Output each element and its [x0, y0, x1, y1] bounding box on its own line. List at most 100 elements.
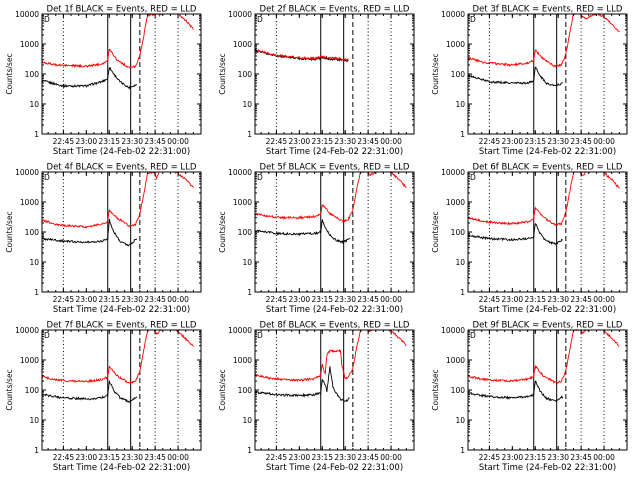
panel-mark: D: [470, 331, 476, 340]
x-tick-label: 23:15: [311, 453, 333, 462]
y-tick-label: 1000: [233, 198, 252, 207]
x-tick-label: 23:15: [98, 137, 120, 146]
x-tick-label: 23:00: [76, 295, 98, 304]
panel-title: Det 4f BLACK = Events, RED = LLD: [47, 163, 197, 173]
x-tick-label: 23:45: [570, 453, 592, 462]
panel-det-1: Det 1f BLACK = Events, RED = LLD 1 10 100 10…: [5, 5, 202, 157]
series-lld: [255, 48, 349, 62]
x-tick-label: 23:45: [570, 137, 592, 146]
x-axis-label: Start Time (24-Feb-02 22:31:00): [53, 463, 190, 473]
x-tick-label: 00:00: [167, 137, 189, 146]
panel-det-3: Det 3f BLACK = Events, RED = LLD 1 10 100 10…: [431, 5, 628, 157]
y-axis-label: Counts/sec: [218, 369, 227, 410]
panel-mark: D: [257, 331, 263, 340]
y-tick-label: 1000: [446, 356, 465, 365]
series-lld: [468, 330, 620, 384]
series-events: [468, 222, 563, 246]
y-tick-label: 10000: [228, 326, 252, 335]
y-axis-label: Counts/sec: [5, 53, 14, 94]
y-tick-label: 10000: [15, 10, 39, 19]
y-tick-label: 10: [29, 416, 39, 425]
plot-frame: [467, 171, 628, 293]
x-tick-label: 22:45: [266, 295, 288, 304]
y-axis-label: Counts/sec: [218, 53, 227, 94]
x-tick-label: 23:30: [121, 137, 143, 146]
series-lld: [468, 172, 620, 227]
y-tick-label: 1000: [446, 198, 465, 207]
x-tick-label: 23:00: [502, 295, 524, 304]
x-tick-label: 23:45: [144, 295, 166, 304]
x-tick-label: 00:00: [380, 137, 402, 146]
y-tick-label: 100: [238, 228, 253, 237]
series-events: [42, 218, 138, 247]
x-tick-label: 23:15: [524, 137, 546, 146]
panel-title: Det 3f BLACK = Events, RED = LLD: [473, 5, 623, 15]
y-tick-label: 10000: [15, 326, 39, 335]
panel-title: Det 6f BLACK = Events, RED = LLD: [473, 163, 623, 173]
series-lld: [42, 14, 194, 69]
y-tick-label: 1000: [20, 40, 39, 49]
y-tick-label: 10: [29, 100, 39, 109]
x-tick-label: 00:00: [167, 453, 189, 462]
panel-title: Det 8f BLACK = Events, RED = LLD: [260, 321, 410, 331]
y-tick-label: 1: [460, 446, 465, 455]
panel-det-9: Det 9f BLACK = Events, RED = LLD 1 10 100 10…: [431, 321, 628, 473]
series-lld: [255, 172, 407, 223]
y-tick-label: 10000: [441, 168, 465, 177]
x-tick-label: 22:45: [266, 137, 288, 146]
panel-title: Det 9f BLACK = Events, RED = LLD: [473, 321, 623, 331]
x-tick-label: 23:45: [357, 453, 379, 462]
y-tick-label: 10: [242, 100, 252, 109]
x-tick-label: 23:30: [547, 453, 569, 462]
x-tick-label: 22:45: [53, 137, 75, 146]
plot-frame: [254, 13, 415, 135]
panel-det-5: Det 5f BLACK = Events, RED = LLD 1 10 100 10…: [218, 163, 415, 315]
panel-det-2: Det 2f BLACK = Events, RED = LLD 1 10 100 10…: [218, 5, 415, 157]
y-tick-label: 10000: [228, 10, 252, 19]
x-tick-label: 22:45: [479, 453, 501, 462]
x-tick-label: 00:00: [593, 453, 615, 462]
panel-det-8: Det 8f BLACK = Events, RED = LLD 1 10 100 10…: [218, 321, 415, 473]
y-tick-label: 100: [451, 70, 466, 79]
series-events: [255, 366, 350, 403]
series-lld: [468, 14, 620, 68]
x-tick-label: 00:00: [380, 295, 402, 304]
y-axis-label: Counts/sec: [5, 369, 14, 410]
y-tick-label: 100: [25, 70, 40, 79]
y-tick-label: 1: [247, 288, 252, 297]
panel-mark: D: [44, 331, 50, 340]
x-tick-label: 23:45: [144, 137, 166, 146]
x-tick-label: 00:00: [593, 137, 615, 146]
x-tick-label: 23:30: [547, 295, 569, 304]
x-tick-label: 23:15: [524, 295, 546, 304]
x-tick-label: 23:00: [76, 137, 98, 146]
y-tick-label: 1: [247, 446, 252, 455]
x-tick-label: 23:15: [311, 137, 333, 146]
y-tick-label: 1000: [446, 40, 465, 49]
series-events: [255, 48, 349, 63]
y-tick-label: 10: [455, 258, 465, 267]
panel-det-4: Det 4f BLACK = Events, RED = LLD 1 10 100 10…: [5, 163, 202, 315]
series-lld: [42, 330, 194, 385]
x-tick-label: 23:00: [289, 453, 311, 462]
series-events: [42, 380, 138, 403]
y-tick-label: 100: [25, 386, 40, 395]
x-tick-label: 00:00: [167, 295, 189, 304]
x-tick-label: 23:00: [289, 137, 311, 146]
panel-mark: D: [470, 15, 476, 24]
y-tick-label: 10000: [15, 168, 39, 177]
y-axis-label: Counts/sec: [5, 211, 14, 252]
plot-frame: [467, 329, 628, 451]
series-lld: [255, 330, 407, 383]
panel-mark: D: [44, 15, 50, 24]
x-tick-label: 00:00: [593, 295, 615, 304]
panel-det-7: Det 7f BLACK = Events, RED = LLD 1 10 100 10…: [5, 321, 202, 473]
panel-det-6: Det 6f BLACK = Events, RED = LLD 1 10 100 10…: [431, 163, 628, 315]
y-axis-label: Counts/sec: [218, 211, 227, 252]
series-events: [468, 380, 564, 402]
x-tick-label: 22:45: [53, 295, 75, 304]
x-tick-label: 22:45: [53, 453, 75, 462]
x-tick-label: 23:00: [502, 137, 524, 146]
x-tick-label: 23:45: [570, 295, 592, 304]
